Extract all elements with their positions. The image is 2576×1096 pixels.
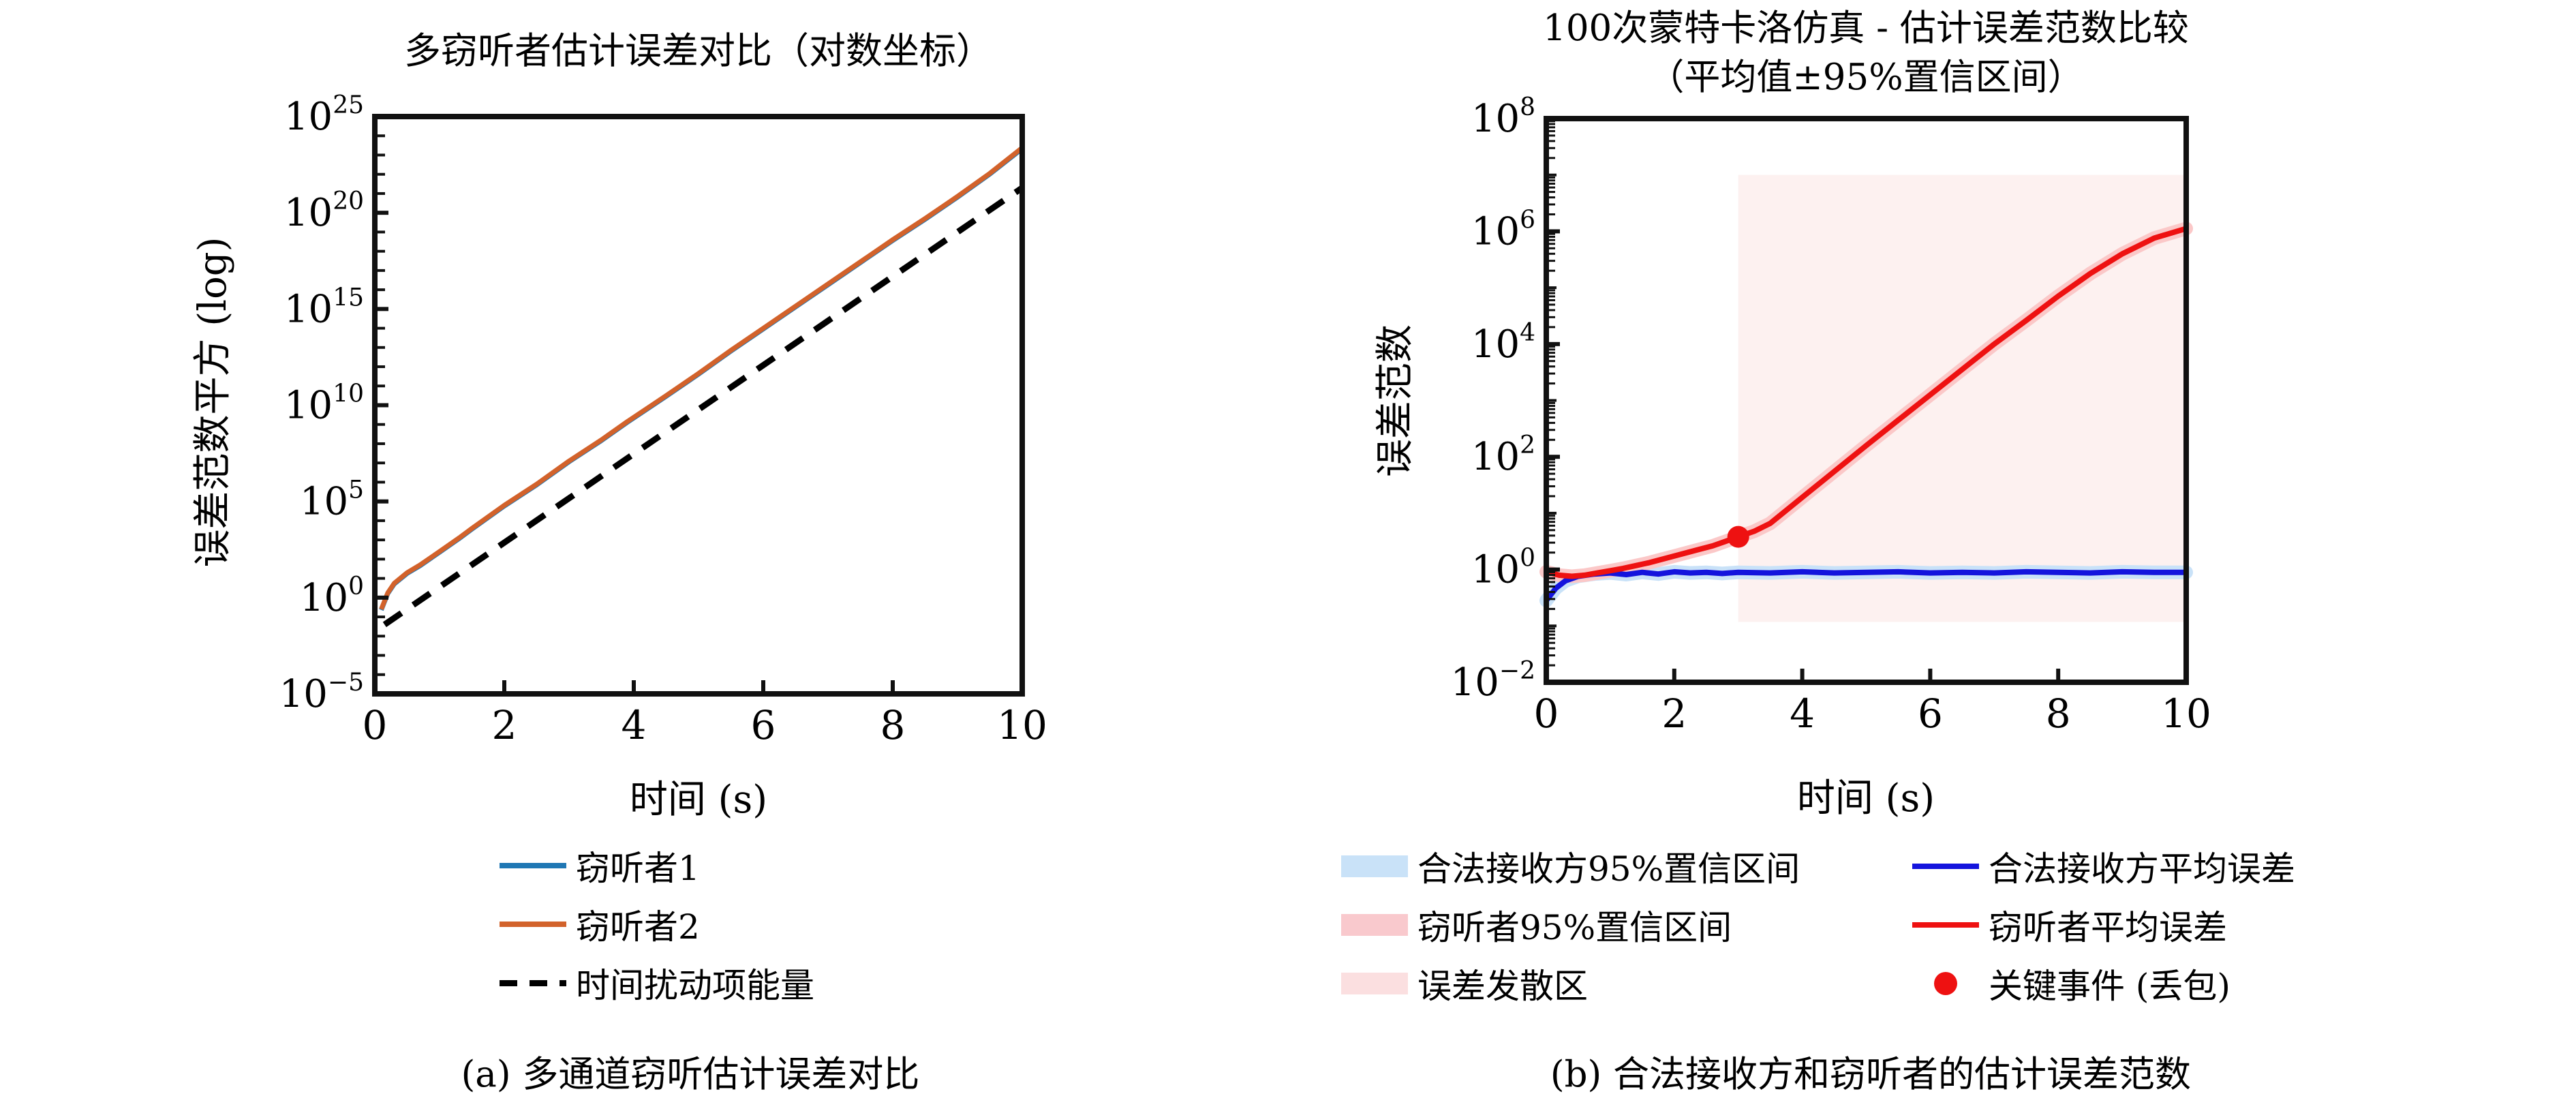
chart-b-y-tick-label: 108: [1471, 93, 1535, 141]
chart-a-y-tick-label: 1010: [284, 380, 364, 428]
chart-b-y-tick-label: 104: [1471, 319, 1535, 367]
legend-dashed-line-swatch: [500, 979, 566, 986]
chart-a-caption: (a) 多通道窃听估计误差对比: [461, 1054, 920, 1095]
chart-b-legend-right-column: 合法接收方平均误差 窃听者平均误差 关键事件 (丢包): [1912, 837, 2295, 1013]
legend-line-swatch: [500, 863, 566, 868]
legend-a-item-0-label: 窃听者1: [576, 849, 700, 888]
legend-b-right-item-0-label: 合法接收方平均误差: [1989, 849, 2295, 889]
legend-a-item-1: 窃听者2: [500, 895, 814, 954]
chart-b-caption: (b) 合法接收方和窃听者的估计误差范数: [1550, 1054, 2192, 1095]
legend-b-right-item-2: 关键事件 (丢包): [1912, 954, 2295, 1013]
legend-b-right-item-0: 合法接收方平均误差: [1912, 837, 2295, 896]
legend-line-swatch: [500, 922, 566, 927]
chart-a-series-line-1: [379, 145, 1024, 611]
chart-a-ylabel: 误差范数平方 (log): [191, 237, 235, 568]
chart-a-x-tick-label: 8: [880, 702, 906, 748]
chart-a-legend: 窃听者1 窃听者2 时间扰动项能量: [500, 836, 814, 1012]
chart-b-x-tick-label: 4: [1790, 690, 1815, 737]
chart-b-x-tick-label: 10: [2161, 690, 2211, 737]
chart-b-region-0: [1738, 174, 2186, 622]
chart-b-event-marker-0: [1727, 526, 1749, 548]
legend-b-right-item-1: 窃听者平均误差: [1912, 896, 2295, 954]
chart-b-x-tick-label: 8: [2046, 690, 2071, 737]
legend-b-right-item-2-label: 关键事件 (丢包): [1989, 966, 2230, 1006]
legend-b-left-item-0-label: 合法接收方95%置信区间: [1417, 849, 1800, 889]
chart-b-y-tick-label: 100: [1471, 545, 1535, 592]
legend-b-left-item-2: 误差发散区: [1341, 954, 1800, 1013]
chart-b-x-tick-label: 6: [1918, 690, 1943, 737]
chart-b-title-line1: 100次蒙特卡洛仿真 - 估计误差范数比较: [1543, 7, 2189, 49]
legend-line-swatch: [1912, 922, 1979, 928]
legend-b-left-item-1-label: 窃听者95%置信区间: [1417, 908, 1732, 947]
chart-a-y-tick-label: 100: [300, 573, 364, 620]
legend-a-item-2-label: 时间扰动项能量: [576, 966, 814, 1005]
chart-b-x-tick-label: 0: [1534, 690, 1559, 737]
chart-a-xlabel: 时间 (s): [629, 778, 768, 822]
chart-a-x-tick-label: 2: [492, 702, 517, 748]
chart-b-y-tick-label: 106: [1471, 206, 1535, 254]
chart-b-y-tick-label: 102: [1471, 431, 1535, 479]
chart-b-legend-left-column: 合法接收方95%置信区间 窃听者95%置信区间 误差发散区: [1341, 837, 1800, 1013]
chart-b-title: 100次蒙特卡洛仿真 - 估计误差范数比较 （平均值±95%置信区间）: [1525, 4, 2207, 102]
legend-patch-swatch: [1341, 973, 1408, 994]
chart-a-y-tick-label: 1020: [284, 187, 364, 235]
chart-a-series-line-2: [382, 185, 1024, 628]
legend-patch-swatch: [1341, 914, 1408, 936]
chart-b-x-tick-label: 2: [1661, 690, 1687, 737]
chart-a-x-tick-label: 6: [751, 702, 776, 748]
chart-b-axes-box: [1544, 116, 2189, 685]
chart-a-axes-box: [372, 114, 1025, 697]
chart-a-title: 多窃听者估计误差对比（对数坐标）: [404, 29, 993, 72]
legend-dot-swatch: [1934, 972, 1957, 995]
chart-b-y-tick-label: 10−2: [1451, 657, 1535, 705]
legend-a-item-2: 时间扰动项能量: [500, 954, 814, 1012]
legend-a-item-1-label: 窃听者2: [576, 907, 700, 947]
legend-b-left-item-1: 窃听者95%置信区间: [1341, 896, 1800, 954]
chart-a-x-tick-label: 10: [997, 702, 1047, 748]
chart-a-x-tick-label: 4: [622, 702, 647, 748]
chart-b-ylabel: 误差范数: [1373, 324, 1417, 477]
legend-a-item-0: 窃听者1: [500, 836, 814, 895]
chart-a-y-tick-label: 1025: [284, 91, 364, 139]
legend-b-left-item-0: 合法接收方95%置信区间: [1341, 837, 1800, 896]
legend-patch-swatch: [1341, 855, 1408, 877]
legend-b-right-item-1-label: 窃听者平均误差: [1989, 908, 2227, 947]
chart-b-title-line2: （平均值±95%置信区间）: [1648, 57, 2084, 98]
legend-line-swatch: [1912, 864, 1979, 869]
chart-a-x-tick-label: 0: [363, 702, 388, 748]
chart-a-y-tick-label: 1015: [284, 284, 364, 331]
chart-a-y-tick-label: 10−5: [279, 669, 364, 716]
chart-b-xlabel: 时间 (s): [1796, 776, 1935, 821]
legend-b-left-item-2-label: 误差发散区: [1417, 966, 1588, 1006]
chart-a-y-tick-label: 105: [300, 476, 364, 524]
